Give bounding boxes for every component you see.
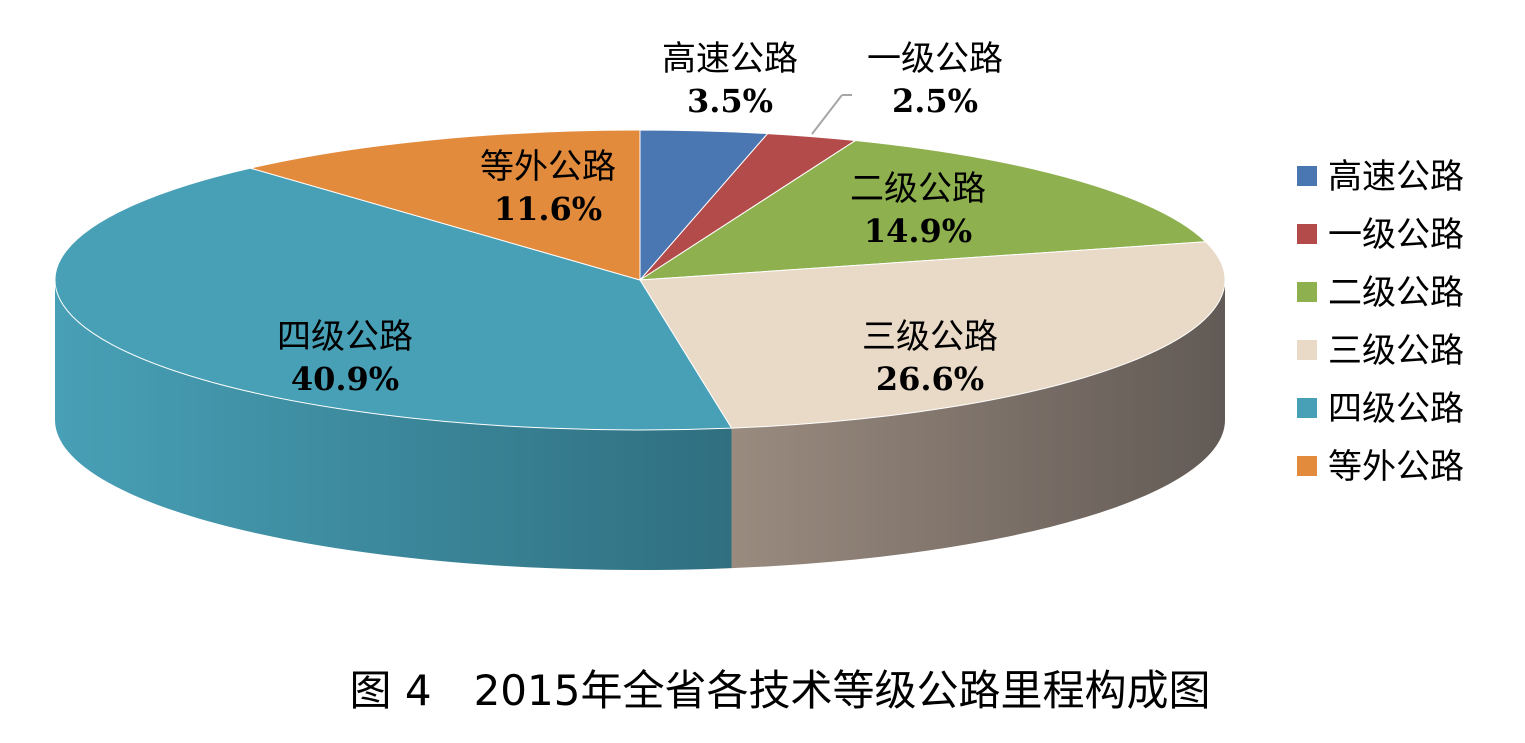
legend-label: 二级公路: [1328, 273, 1464, 313]
legend-swatch: [1297, 340, 1317, 360]
pie-side-三级公路: [731, 280, 1225, 569]
slice-label-name: 三级公路: [862, 317, 998, 357]
legend-label: 四级公路: [1328, 389, 1464, 429]
pie-sides: [55, 280, 1225, 570]
pie-slice-二级公路: [638, 140, 1207, 281]
legend-swatch: [1297, 166, 1317, 186]
slice-label-value: 14.9%: [864, 212, 972, 250]
slice-label-name: 等外公路: [480, 147, 616, 187]
leader-line-一级公路: [811, 94, 843, 135]
legend-swatch: [1297, 282, 1317, 302]
slice-label-value: 3.5%: [687, 82, 773, 120]
legend-label: 一级公路: [1328, 215, 1464, 255]
slice-label-value: 26.6%: [876, 360, 984, 398]
pie-top: [54, 129, 1226, 431]
pie-slice-等外公路: [250, 129, 641, 281]
slice-label-value: 40.9%: [291, 360, 399, 398]
legend-swatch: [1297, 224, 1317, 244]
pie-slice-四级公路: [54, 167, 733, 431]
pie-side-四级公路: [55, 280, 732, 570]
legend-swatch: [1297, 456, 1317, 476]
legend-label: 等外公路: [1328, 447, 1464, 487]
pie-slice-三级公路: [639, 241, 1226, 429]
slice-label-name: 一级公路: [867, 39, 1003, 79]
legend-label: 三级公路: [1328, 331, 1464, 371]
chart-caption: 图 4 2015年全省各技术等级公路里程构成图: [350, 666, 1211, 715]
slice-label-value: 2.5%: [892, 82, 978, 120]
slice-label-value: 11.6%: [494, 190, 602, 228]
slice-label-name: 高速公路: [662, 39, 798, 79]
legend-swatch: [1297, 398, 1317, 418]
slice-label-name: 四级公路: [277, 317, 413, 357]
legend-label: 高速公路: [1328, 157, 1464, 197]
slice-label-name: 二级公路: [850, 169, 986, 209]
